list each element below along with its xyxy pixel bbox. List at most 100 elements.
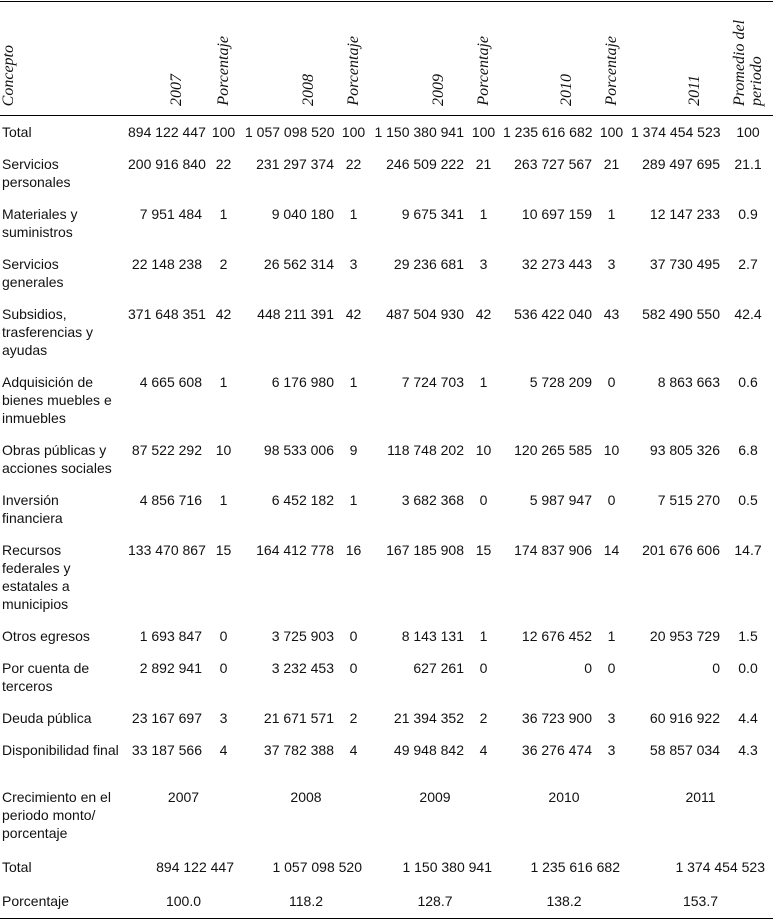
cell: 7 951 484 <box>139 206 202 222</box>
cell: 100.0 <box>165 893 202 909</box>
cell: 10 <box>475 442 492 458</box>
column-header-text: Promedio del periodo <box>731 19 765 106</box>
cell: 3 232 453 <box>271 660 334 676</box>
cell: 0 <box>349 660 358 676</box>
cell: 2 892 941 <box>139 660 202 676</box>
cell: 4.3 <box>738 742 758 758</box>
cell: 12 147 233 <box>649 206 720 222</box>
cell: 87 522 292 <box>131 442 202 458</box>
column-header-text: Porcentaje <box>215 36 232 106</box>
cell: 3 <box>607 710 616 726</box>
cell: 100 <box>599 124 624 140</box>
row-label: Crecimiento en el periodo monto/ porcent… <box>2 789 111 841</box>
column-header-text: 2009 <box>430 74 447 106</box>
cell: 120 265 585 <box>514 442 592 458</box>
cell: 1 374 454 523 <box>675 859 765 875</box>
growth-table: Crecimiento en el periodo monto/ porcent… <box>0 766 773 919</box>
row-label: Servicios personales <box>2 156 71 190</box>
cell: 1 <box>479 374 488 390</box>
cell: 3 <box>607 742 616 758</box>
cell: 1 235 616 682 <box>530 859 620 875</box>
row-label: Porcentaje <box>2 893 69 909</box>
cell: 487 504 930 <box>386 306 464 322</box>
column-header-text: Concepto <box>0 44 17 106</box>
cell: 32 273 443 <box>521 256 592 272</box>
cell: 1 <box>219 492 228 508</box>
cell: 4 856 716 <box>139 492 202 508</box>
cell: 6 452 182 <box>271 492 334 508</box>
cell: 371 648 351 <box>128 306 206 322</box>
header-row: Concepto 2007 Porcentaje 2008 Porcentaje 2009… <box>0 1 773 116</box>
cell: 14.7 <box>734 542 762 558</box>
cell: 21 <box>475 156 492 172</box>
column-header-text: 2008 <box>300 74 317 106</box>
table-row: Adquisición de bienes muebles e inmueble… <box>0 366 773 434</box>
cell: 1 <box>349 206 358 222</box>
cell: 37 782 388 <box>263 742 334 758</box>
table-row: Otros egresos 1 693 847 0 3 725 903 0 8 143 1… <box>0 620 773 652</box>
cell: 15 <box>215 542 232 558</box>
cell: 1 <box>349 374 358 390</box>
cell: 3 <box>349 256 358 272</box>
row-label: Total <box>2 859 32 875</box>
cell: 100 <box>471 124 496 140</box>
cell: 100 <box>341 124 366 140</box>
table-row: Servicios personales 200 916 840 22 231 297… <box>0 148 773 198</box>
cell: 2 <box>349 710 358 726</box>
cell: 0 <box>479 660 488 676</box>
cell: 231 297 374 <box>256 156 334 172</box>
cell: 23 167 697 <box>131 710 202 726</box>
cell: 0 <box>607 374 616 390</box>
cell: 2 <box>219 256 228 272</box>
cell: 164 412 778 <box>256 542 334 558</box>
cell: 1 <box>479 628 488 644</box>
growth-row: Porcentaje 100.0 118.2 128.7 138.2 153.7 <box>0 884 773 919</box>
cell: 42.4 <box>734 306 762 322</box>
year: 2007 <box>167 789 200 805</box>
cell: 0 <box>607 660 616 676</box>
cell: 1 150 380 941 <box>374 124 464 140</box>
cell: 1 374 454 523 <box>631 124 721 140</box>
cell: 5 987 947 <box>529 492 592 508</box>
table-row: Subsidios, trasferencias y ayudas 371 648… <box>0 298 773 366</box>
cell: 8 863 663 <box>657 374 720 390</box>
cell: 12 676 452 <box>521 628 592 644</box>
cell: 9 <box>349 442 358 458</box>
cell: 6 176 980 <box>271 374 334 390</box>
column-header-text: Porcentaje <box>475 36 492 106</box>
table-row: Servicios generales 22 148 238 2 26 562 314… <box>0 248 773 298</box>
column-header: 2010 <box>500 1 595 116</box>
cell: 118 748 202 <box>387 442 464 458</box>
row-label: Total <box>2 124 32 140</box>
cell: 200 916 840 <box>128 156 206 172</box>
cell: 6.8 <box>738 442 758 458</box>
cell: 16 <box>345 542 362 558</box>
cell: 153.7 <box>682 893 719 909</box>
cell: 37 730 495 <box>649 256 720 272</box>
cell: 4 <box>349 742 358 758</box>
column-header-text: Porcentaje <box>345 36 362 106</box>
cell: 3 <box>219 710 228 726</box>
cell: 9 040 180 <box>271 206 334 222</box>
cell: 36 723 900 <box>521 710 592 726</box>
cell: 21 671 571 <box>263 710 334 726</box>
cell: 4 665 608 <box>139 374 202 390</box>
cell: 1 <box>219 374 228 390</box>
column-header: 2009 <box>370 1 467 116</box>
column-header: 2007 <box>125 1 205 116</box>
row-label: Otros egresos <box>2 628 90 644</box>
cell: 33 187 566 <box>131 742 202 758</box>
cell: 22 148 238 <box>131 256 202 272</box>
cell: 43 <box>603 306 620 322</box>
row-label: Subsidios, trasferencias y ayudas <box>2 306 94 358</box>
cell: 1 <box>607 628 616 644</box>
cell: 98 533 006 <box>263 442 334 458</box>
cell: 10 <box>215 442 232 458</box>
cell: 2 <box>479 710 488 726</box>
column-header: 2008 <box>242 1 337 116</box>
cell: 9 675 341 <box>401 206 464 222</box>
cell: 60 916 922 <box>649 710 720 726</box>
cell: 1 <box>349 492 358 508</box>
cell: 42 <box>345 306 362 322</box>
